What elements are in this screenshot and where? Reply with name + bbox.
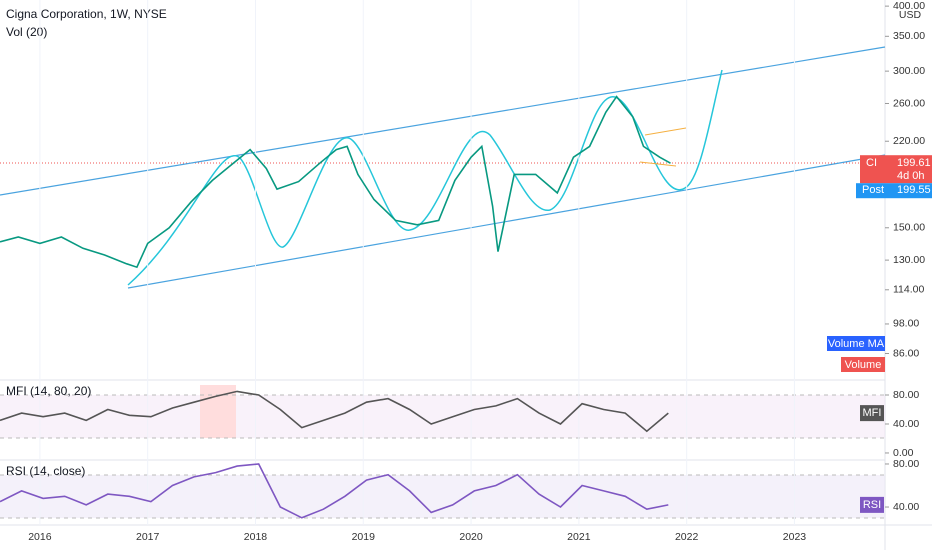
- countdown: 4d 0h: [897, 170, 925, 182]
- y-tick-label: 80.00: [893, 458, 919, 470]
- x-tick-label: 2019: [352, 531, 376, 543]
- y-tick-label: 0.00: [893, 447, 914, 459]
- indicator-tag: [860, 405, 884, 422]
- y-tick-label: 40.00: [893, 501, 919, 513]
- x-tick-label: 2016: [28, 531, 52, 543]
- mfi-title: MFI (14, 80, 20): [6, 384, 91, 398]
- channel-lower: [127, 154, 886, 289]
- y-tick-label: 150.00: [893, 222, 925, 234]
- post-market-tag: [856, 183, 932, 199]
- symbol-title: Cigna Corporation, 1W, NYSE: [6, 7, 167, 21]
- y-tick-label: 400.00: [893, 0, 925, 12]
- y-tick-label: 220.00: [893, 135, 925, 147]
- indicator-label: MFI: [863, 407, 882, 419]
- y-tick-label: 98.00: [893, 318, 919, 330]
- y-tick-label: 40.00: [893, 418, 919, 430]
- wedge: [639, 127, 687, 167]
- mfi-band: [0, 395, 885, 438]
- volume-ma-label: Volume MA: [828, 338, 885, 350]
- currency: USD: [899, 9, 922, 21]
- y-tick-label: 80.00: [893, 389, 919, 401]
- y-tick-label: 260.00: [893, 97, 925, 109]
- series-line: [0, 390, 669, 433]
- x-tick-label: 2018: [244, 531, 268, 543]
- y-tick-label: 130.00: [893, 254, 925, 266]
- indicator-label: RSI: [863, 499, 881, 511]
- y-tick-label: 350.00: [893, 30, 925, 42]
- y-tick-label: 300.00: [893, 65, 925, 77]
- volume-title: Vol (20): [6, 25, 47, 39]
- last-price-symbol: CI: [866, 157, 877, 169]
- y-tick-label: 86.00: [893, 347, 919, 359]
- x-tick-label: 2021: [567, 531, 591, 543]
- post-market-label: Post: [862, 184, 884, 196]
- pattern-curve: [127, 69, 723, 286]
- x-tick-label: 2017: [136, 531, 160, 543]
- series-line: [0, 463, 669, 519]
- last-price-tag: [860, 155, 932, 184]
- volume-ma-tag: [827, 336, 885, 351]
- volume-tag: [841, 357, 885, 372]
- x-tick-label: 2022: [675, 531, 699, 543]
- post-market-value: 199.55: [897, 184, 931, 196]
- rsi-title: RSI (14, close): [6, 464, 85, 478]
- last-price-value: 199.61: [897, 157, 931, 169]
- x-tick-label: 2020: [459, 531, 483, 543]
- volume-label: Volume: [845, 359, 882, 371]
- x-tick-label: 2023: [783, 531, 807, 543]
- y-tick-label: 114.00: [893, 284, 924, 296]
- series-line: [0, 95, 671, 269]
- indicator-tag: [860, 496, 884, 513]
